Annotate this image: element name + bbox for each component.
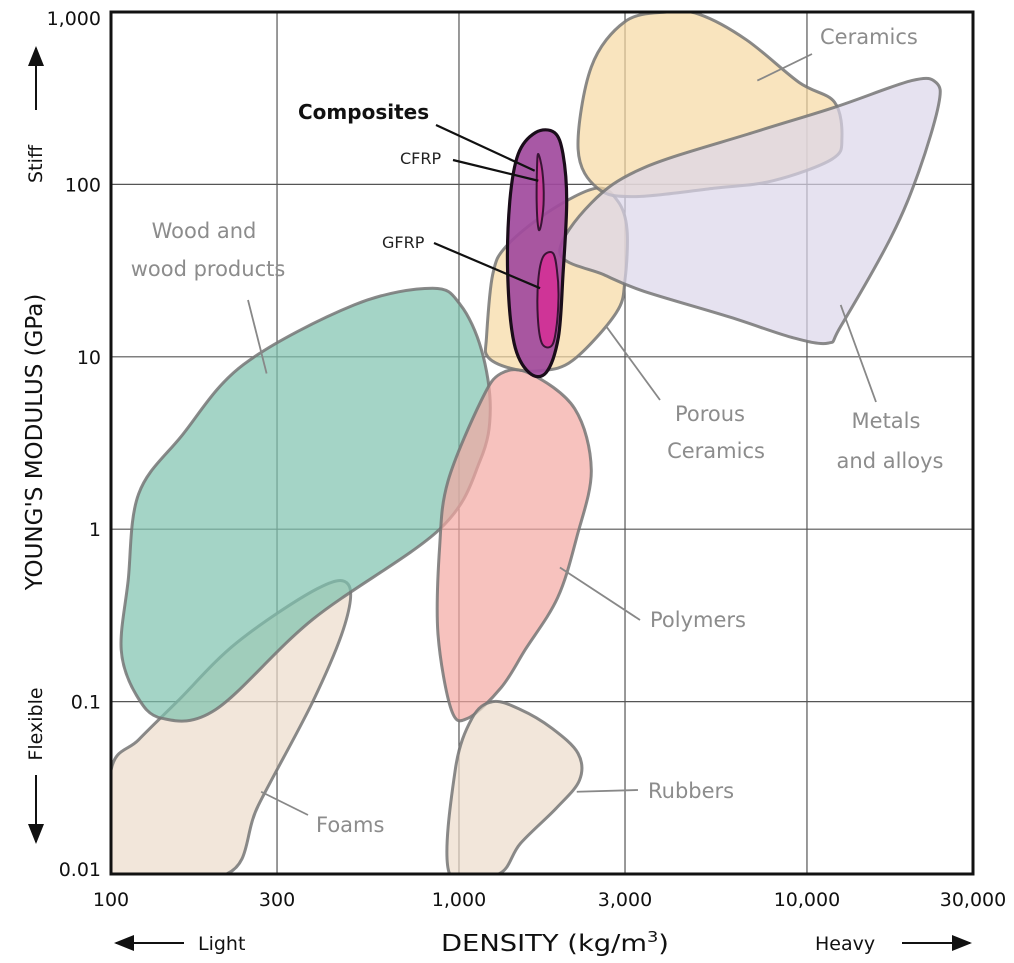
wood-label-line1: Wood and [152, 219, 257, 243]
porous-ceramics-label-2: Ceramics [667, 439, 765, 463]
flexible-label: Flexible [25, 687, 47, 760]
porous-ceramics-label-1: Porous [675, 402, 745, 426]
y-tick-label: 0.01 [59, 859, 101, 881]
gfrp-leader [433, 241, 541, 290]
ceramics-leader [756, 53, 813, 82]
porous-ceramics-leader [605, 325, 661, 401]
cfrp-label: CFRP [400, 149, 441, 168]
x-tick-label: 1,000 [432, 889, 486, 911]
metals-label-1: Metals [852, 409, 921, 433]
y-tick-label: 0.1 [71, 692, 101, 714]
rubbers-label: Rubbers [648, 779, 734, 803]
rubbers-leader [576, 789, 639, 793]
x-tick-label: 30,000 [940, 889, 1006, 911]
material-regions [111, 12, 942, 874]
x-tick-labels: 100 300 1,000 3,000 10,000 30,000 [93, 889, 1006, 911]
x-tick-label: 10,000 [774, 889, 840, 911]
y-tick-label: 10 [77, 347, 101, 369]
polymers-region [435, 368, 593, 723]
y-tick-label: 100 [65, 174, 101, 196]
foams-label: Foams [316, 813, 384, 837]
composites-region-group [505, 128, 569, 379]
annotation-leaders [247, 53, 877, 816]
light-label: Light [198, 933, 245, 955]
y-axis-title: YOUNG'S MODULUS (GPa) [22, 294, 48, 592]
ceramics-label: Ceramics [820, 25, 918, 49]
metals-label-2: and alloys [837, 449, 944, 473]
heavy-label: Heavy [815, 933, 875, 955]
wood-and-wood-products-leader [247, 299, 268, 374]
cfrp-region [535, 152, 545, 232]
x-tick-label: 300 [259, 889, 295, 911]
y-tick-label: 1 [89, 519, 101, 541]
x-tick-label: 100 [93, 889, 129, 911]
cfrp-leader [452, 158, 539, 182]
plot-frame [109, 10, 975, 876]
x-tick-label: 3,000 [598, 889, 652, 911]
rubbers-region [445, 699, 584, 874]
composites-leader [435, 124, 536, 172]
stiff-label: Stiff [25, 144, 47, 183]
gfrp-region [536, 251, 560, 349]
wood-label-2: wood products [131, 257, 286, 281]
y-tick-label: 1,000 [47, 8, 101, 30]
foams-leader [260, 790, 309, 816]
gfrp-label: GFRP [382, 233, 425, 252]
wood-label: Wood and [152, 219, 257, 243]
y-tick-labels: 0.01 0.1 1 10 100 1,000 [47, 8, 101, 881]
metals-and-alloys-leader [839, 304, 877, 403]
metals-and-alloys-region [558, 76, 942, 346]
polymers-leader [559, 566, 641, 621]
polymers-label: Polymers [650, 608, 746, 632]
composites-label: Composites [298, 100, 429, 124]
x-axis-title: DENSITY (kg/m 3) [441, 928, 669, 957]
